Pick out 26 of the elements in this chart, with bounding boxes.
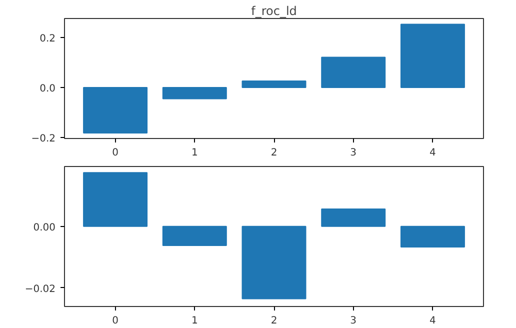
x-tick-label: 3	[350, 316, 357, 326]
bar	[242, 80, 306, 88]
y-tick-label: 0.2	[40, 34, 56, 44]
y-tick-label: 0.0	[40, 84, 56, 94]
x-tick-label: 1	[191, 316, 198, 326]
x-tick-label: 4	[430, 148, 436, 158]
bar	[83, 172, 148, 227]
y-tick-label: −0.02	[24, 284, 56, 295]
x-tick-label: 3	[350, 148, 357, 158]
bar	[162, 226, 227, 246]
bar	[242, 226, 306, 300]
x-tick-label: 1	[191, 148, 198, 158]
chart-title: f_roc_ld	[251, 4, 297, 18]
x-tick-label: 2	[270, 316, 278, 326]
y-tick-label: −0.2	[31, 134, 56, 144]
bar	[400, 24, 465, 88]
x-tick-label: 2	[270, 148, 278, 158]
bar	[162, 87, 227, 100]
bar	[400, 226, 465, 248]
bar	[321, 208, 386, 227]
x-tick-label: 0	[112, 316, 118, 326]
y-tick-label: 0.00	[33, 222, 56, 234]
x-tick-label: 4	[430, 316, 436, 326]
bar	[83, 87, 148, 134]
bar	[321, 56, 386, 88]
x-tick-label: 0	[112, 148, 118, 158]
